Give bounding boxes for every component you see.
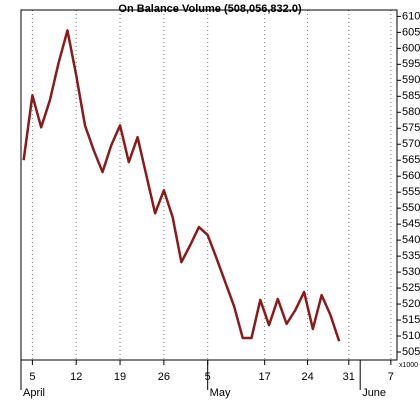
- y-tick-label: 605: [402, 26, 420, 38]
- y-tick-label: 580: [402, 106, 420, 118]
- y-tick-label: 550: [402, 202, 420, 214]
- x-tick-label: 24: [301, 371, 313, 383]
- y-tick-label: 600: [402, 42, 420, 54]
- x-tick-label: 31: [343, 371, 355, 383]
- y-tick-label: 570: [402, 138, 420, 150]
- chart-title: On Balance Volume (508,056,832.0): [118, 3, 302, 15]
- month-label: June: [362, 387, 386, 399]
- data-line: [22, 29, 341, 342]
- x-tick-label: 5: [29, 371, 35, 383]
- y-tick-label: 595: [402, 58, 420, 70]
- y-tick-label: 575: [402, 122, 420, 134]
- y-tick-label: 540: [402, 234, 420, 246]
- x-tick-label: 17: [259, 371, 271, 383]
- y-tick-label: 610: [402, 10, 420, 22]
- y-tick-label: 515: [402, 314, 420, 326]
- y-tick-label: 565: [402, 154, 420, 166]
- y-tick-label: 545: [402, 218, 420, 230]
- y-tick-label: 555: [402, 186, 420, 198]
- y-tick-label: 585: [402, 90, 420, 102]
- x-tick-label: 19: [114, 371, 126, 383]
- plot-frame: [20, 9, 398, 361]
- y-tick-label: 505: [402, 346, 420, 358]
- y-tick-label: 590: [402, 74, 420, 86]
- y-tick-label: 510: [402, 330, 420, 342]
- y-tick-label: 560: [402, 170, 420, 182]
- month-label: April: [23, 387, 45, 399]
- y-tick-label: 525: [402, 282, 420, 294]
- x-tick-label: 7: [388, 371, 394, 383]
- month-label: May: [210, 387, 231, 399]
- x-tick-label: 12: [70, 371, 82, 383]
- y-unit: x1000: [399, 362, 418, 369]
- y-tick-label: 520: [402, 298, 420, 310]
- x-tick-label: 26: [158, 371, 170, 383]
- y-tick-label: 535: [402, 250, 420, 262]
- y-tick-label: 530: [402, 266, 420, 278]
